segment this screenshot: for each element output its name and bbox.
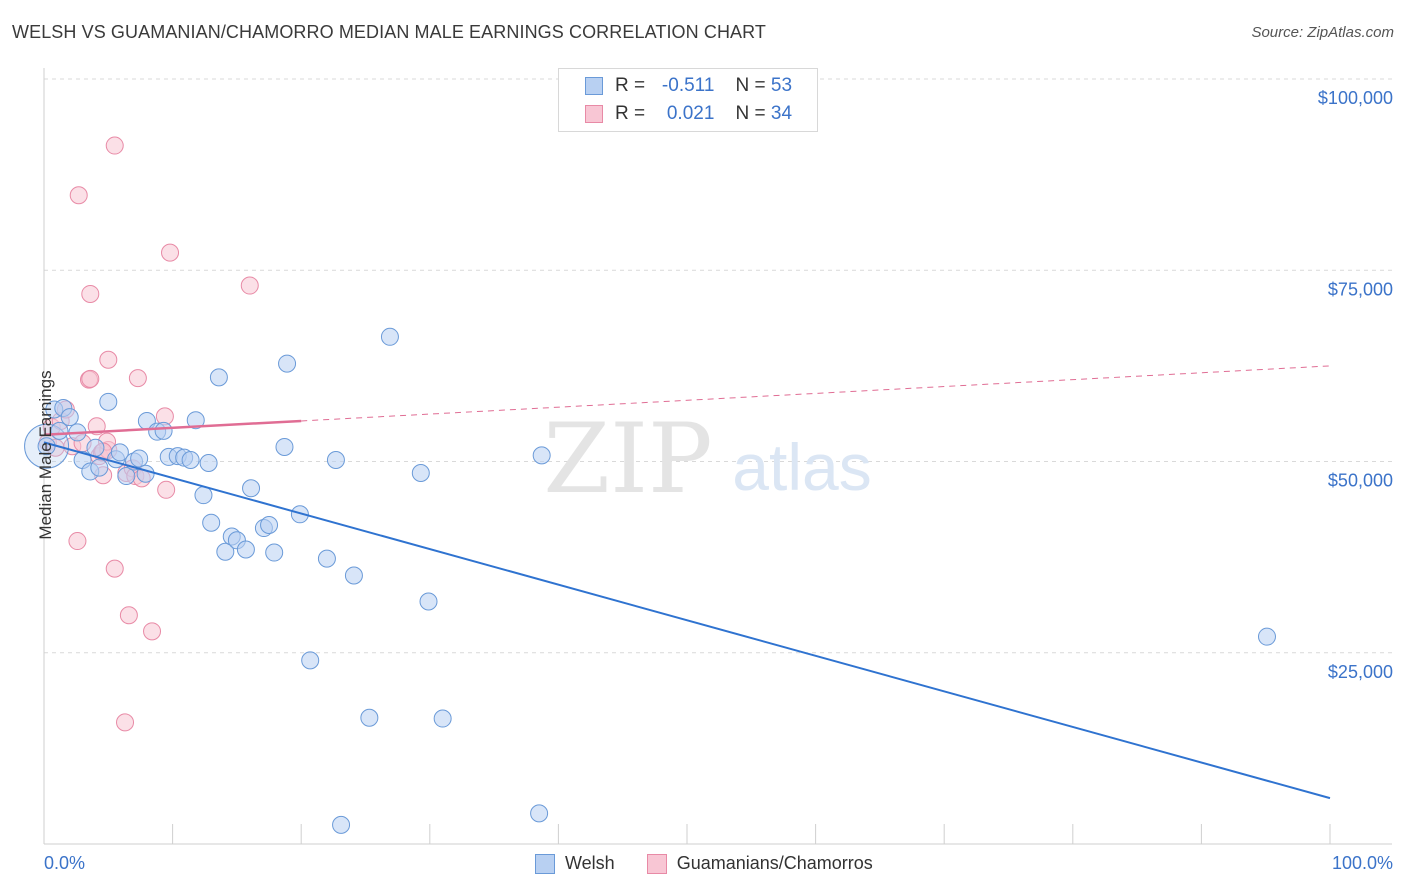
welsh-point xyxy=(90,458,109,477)
welsh-point xyxy=(181,450,200,469)
welsh-point xyxy=(278,354,297,373)
welsh-point xyxy=(433,709,452,728)
welsh-point xyxy=(265,543,284,562)
chart-title: WELSH VS GUAMANIAN/CHAMORRO MEDIAN MALE … xyxy=(12,22,767,42)
y-tick-label: $50,000 xyxy=(1328,471,1393,491)
legend-item-guam[interactable]: Guamanians/Chamorros xyxy=(646,853,873,874)
x-tick-label: 0.0% xyxy=(44,853,85,873)
welsh-point xyxy=(1257,627,1276,646)
legend-item-label: Guamanians/Chamorros xyxy=(676,853,873,873)
welsh-point xyxy=(199,454,218,473)
welsh-point xyxy=(242,479,261,498)
guam-swatch xyxy=(646,853,667,874)
welsh-point xyxy=(260,515,279,534)
welsh-point xyxy=(186,411,205,430)
legend-n-label: N = xyxy=(735,75,766,96)
welsh-point xyxy=(86,438,105,457)
welsh-point xyxy=(275,437,294,456)
guam-point xyxy=(128,369,147,388)
legend-item-label: Welsh xyxy=(565,853,615,873)
guam-point xyxy=(69,186,88,205)
watermark-atlas: atlas xyxy=(732,430,871,504)
welsh-point xyxy=(419,592,438,611)
legend-item-welsh[interactable]: Welsh xyxy=(535,853,615,874)
welsh-point xyxy=(60,408,79,427)
welsh-swatch xyxy=(535,853,555,874)
welsh-point xyxy=(380,327,399,346)
guam-point xyxy=(119,606,138,625)
legend-r-value: 0.021 xyxy=(666,103,715,124)
y-tick-label: $100,000 xyxy=(1318,88,1393,108)
welsh-point xyxy=(130,449,149,468)
welsh-point xyxy=(360,708,379,727)
welsh-point xyxy=(326,450,345,469)
guam-trend-solid xyxy=(43,419,302,436)
guam-trend-dashed xyxy=(301,365,1331,422)
y-tick-label: $75,000 xyxy=(1328,279,1393,299)
watermark-zip: ZIP xyxy=(543,403,712,515)
welsh-point xyxy=(209,368,228,387)
welsh-point xyxy=(194,486,213,505)
guam-point xyxy=(81,284,100,303)
guam-point xyxy=(143,622,162,641)
welsh-point xyxy=(136,464,155,483)
welsh-point xyxy=(332,815,351,834)
welsh-point xyxy=(344,566,363,585)
legend-r-value: -0.511 xyxy=(661,75,715,96)
guam-point xyxy=(240,276,259,295)
legend-n-value: 53 xyxy=(770,75,793,96)
welsh-point xyxy=(110,443,129,462)
legend-row-guam: R = 0.021 N = 34 xyxy=(585,101,792,127)
welsh-point xyxy=(154,421,173,440)
welsh-point xyxy=(117,467,136,486)
welsh-point xyxy=(530,804,549,823)
welsh-point xyxy=(216,542,235,561)
y-axis-label: Median Male Earnings xyxy=(36,370,55,540)
guam-point xyxy=(68,532,87,551)
guam-point xyxy=(99,350,118,369)
legend-r-label: R = xyxy=(615,75,646,96)
legend-row-welsh: R = -0.511 N = 53 xyxy=(585,73,792,99)
series-legend: Welsh Guamanians/Chamorros xyxy=(535,853,905,874)
welsh-trend-line xyxy=(43,441,1331,800)
legend-n-value: 34 xyxy=(770,103,793,124)
welsh-point xyxy=(411,463,430,482)
welsh-point xyxy=(202,513,221,532)
guam-point xyxy=(81,369,100,388)
guam-point xyxy=(105,136,124,155)
legend-n-label: N = xyxy=(735,103,766,124)
welsh-point xyxy=(236,540,255,559)
x-tick-label: 100.0% xyxy=(1332,853,1393,873)
stats-legend: R = -0.511 N = 53 R = 0.021 N = 34 xyxy=(558,68,818,132)
welsh-point xyxy=(532,446,551,465)
welsh-point xyxy=(290,505,309,524)
guam-point xyxy=(105,559,124,578)
guam-point xyxy=(157,480,176,499)
guam-swatch xyxy=(585,105,603,123)
y-tick-label: $25,000 xyxy=(1328,662,1393,682)
welsh-point xyxy=(99,392,118,411)
guam-point xyxy=(161,243,180,262)
legend-r-label: R = xyxy=(615,103,646,124)
welsh-swatch xyxy=(585,77,603,95)
welsh-point xyxy=(301,651,320,670)
guam-point xyxy=(116,713,135,732)
source-label: Source: ZipAtlas.com xyxy=(1251,24,1394,41)
welsh-point xyxy=(317,549,336,568)
